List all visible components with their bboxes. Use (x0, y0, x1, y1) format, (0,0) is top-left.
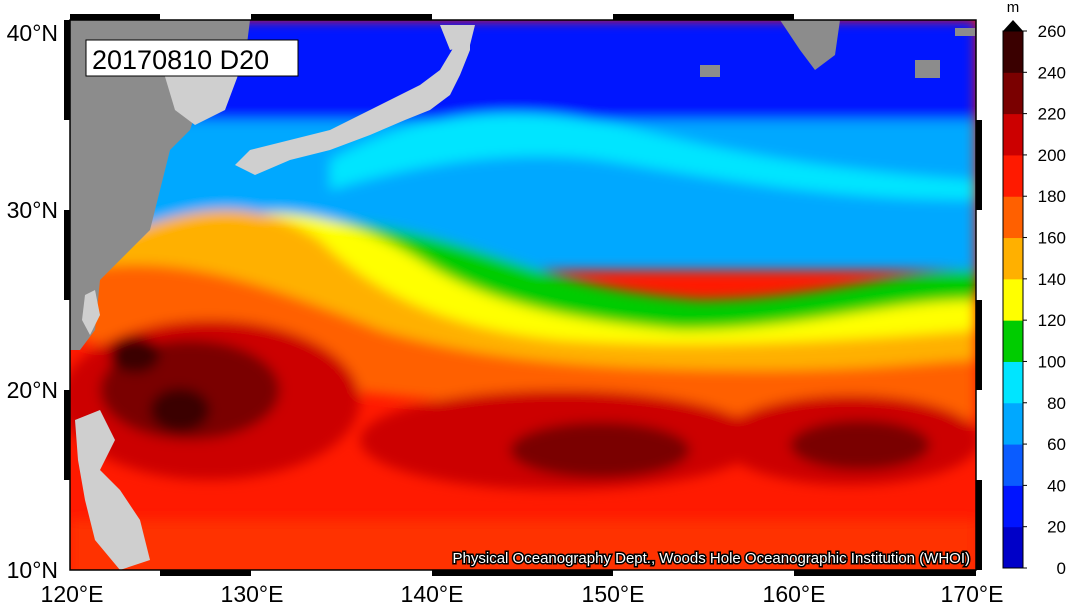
lon-label-150: 150°E (582, 581, 645, 606)
colorbar-tick-label: 260 (1038, 22, 1066, 41)
lon-bar-bottom-1 (160, 570, 251, 576)
lon-axis-labels: 120°E 130°E 140°E 150°E 160°E 170°E (41, 581, 1004, 606)
colorbar-tick-label: 140 (1038, 270, 1066, 289)
band-south (70, 520, 976, 570)
lon-bar-bottom-3 (794, 570, 976, 576)
lon-label-140: 140°E (401, 581, 464, 606)
band-green-north (330, 113, 976, 200)
lon-label-130: 130°E (221, 581, 284, 606)
colorbar-swatch (1003, 361, 1023, 404)
colorbar-tick-label: 20 (1047, 518, 1066, 537)
core-black-2 (150, 388, 210, 432)
lat-bar-right-3 (976, 480, 982, 570)
colorbar-tick-label: 80 (1047, 394, 1066, 413)
band-orange (90, 210, 976, 400)
colorbar-unit: m (1007, 0, 1020, 16)
colorbar-tick-label: 160 (1038, 229, 1066, 248)
lat-bar-right-2 (976, 300, 982, 390)
colorbar-tick-label: 200 (1038, 146, 1066, 165)
colorbar-tick-label: 40 (1047, 476, 1066, 495)
colorbar-swatch (1003, 402, 1023, 445)
credit-text-outline: Physical Oceanography Dept., Woods Hole … (453, 550, 970, 567)
map-field (70, 20, 976, 570)
lat-bar-right-1 (976, 120, 982, 210)
colorbar-swatch (1003, 31, 1023, 73)
colorbar-tick-label: 220 (1038, 105, 1066, 124)
colorbar-tick-label: 180 (1038, 187, 1066, 206)
lat-label-40: 40°N (7, 20, 58, 46)
colorbar-tick-label: 120 (1038, 311, 1066, 330)
lon-bar-top-1 (70, 14, 160, 20)
land-hokkaido (440, 25, 475, 50)
lat-label-20: 20°N (7, 377, 58, 403)
colorbar-swatch (1003, 154, 1023, 197)
land-patch-small-3 (955, 28, 975, 36)
title-background (85, 39, 299, 77)
lon-label-120: 120°E (41, 581, 104, 606)
land-patch-small-1 (700, 65, 720, 77)
band-yellow (180, 213, 976, 373)
colorbar-swatch (1003, 278, 1023, 321)
lat-label-10: 10°N (7, 557, 58, 583)
land-philippines (75, 410, 150, 570)
colorbar-swatch (1003, 485, 1023, 528)
land-taiwan (82, 290, 100, 335)
map-title: 20170810 D20 (92, 45, 269, 75)
colorbar-tick-label: 100 (1038, 352, 1066, 371)
lat-bar-left-1 (64, 20, 70, 120)
colorbar-swatch (1003, 72, 1023, 115)
land-japan (235, 25, 470, 175)
map-frame (64, 14, 982, 576)
colorbar-swatch (1003, 237, 1023, 280)
core-black-1 (110, 337, 160, 373)
core-maroon-mid (510, 422, 690, 478)
lat-axis-labels: 40°N 30°N 20°N 10°N (7, 20, 58, 583)
lat-label-30: 30°N (7, 197, 58, 223)
lon-bar-top-2 (251, 14, 432, 20)
land-patch-small-2 (915, 60, 940, 78)
colorbar-swatch (1003, 113, 1023, 156)
colorbar-tick-label: 240 (1038, 63, 1066, 82)
core-maroon-east (790, 420, 930, 470)
lon-label-160: 160°E (763, 581, 826, 606)
colorbar-swatch (1003, 320, 1023, 362)
colorbar-tick-label: 0 (1057, 559, 1066, 578)
colorbar-tick-label: 60 (1047, 435, 1066, 454)
colorbar-swatch (1003, 444, 1023, 486)
colorbar-top-arrow (1003, 20, 1023, 31)
colorbar-swatch (1003, 526, 1023, 569)
date-title-box: 20170810 D20 (85, 39, 299, 77)
colorbar-swatch (1003, 196, 1023, 239)
land-asia (70, 20, 250, 350)
lon-bar-bottom-2 (432, 570, 613, 576)
land-kamchatka-patch (780, 20, 840, 70)
colorbar: m 0 20 40 60 80 100 120 140 160 180 200 220 240 260 (1002, 0, 1066, 578)
lon-bar-top-3 (613, 14, 794, 20)
lon-label-170: 170°E (941, 581, 1004, 606)
lat-bar-left-3 (64, 390, 70, 480)
lat-bar-left-2 (64, 210, 70, 300)
colorbar-border (1002, 30, 1024, 569)
